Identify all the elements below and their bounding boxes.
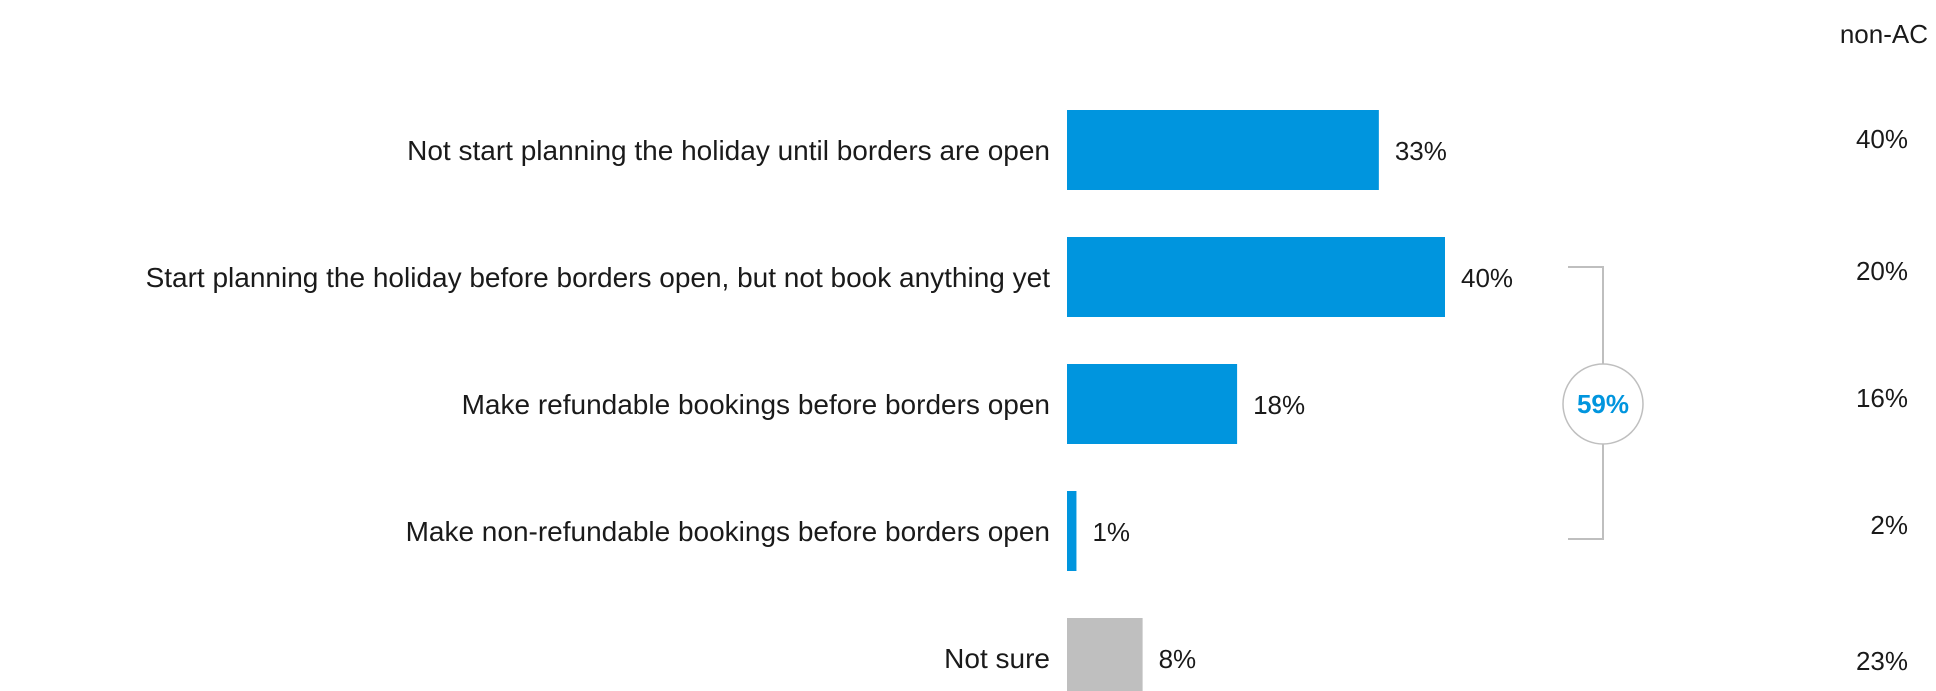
bar bbox=[1067, 110, 1379, 190]
bar bbox=[1067, 364, 1238, 444]
comparison-value: 2% bbox=[1870, 510, 1908, 540]
comparison-value: 23% bbox=[1856, 646, 1908, 676]
bar bbox=[1067, 618, 1143, 691]
bracket-line-top bbox=[1568, 266, 1604, 364]
total-label: 59% bbox=[1577, 389, 1629, 419]
value-label: 1% bbox=[1092, 517, 1130, 547]
comparison-value: 16% bbox=[1856, 383, 1908, 413]
value-label: 18% bbox=[1253, 390, 1305, 420]
comparison-value: 20% bbox=[1856, 256, 1908, 286]
category-label: Not start planning the holiday until bor… bbox=[407, 135, 1050, 166]
bar bbox=[1067, 491, 1077, 571]
bracket-line-bottom bbox=[1568, 444, 1604, 540]
category-label: Make refundable bookings before borders … bbox=[462, 389, 1050, 420]
comparison-value: 40% bbox=[1856, 124, 1908, 154]
bar bbox=[1067, 237, 1445, 317]
category-label: Make non-refundable bookings before bord… bbox=[406, 516, 1050, 547]
category-label: Not sure bbox=[944, 643, 1050, 674]
value-label: 8% bbox=[1159, 644, 1197, 674]
comparison-header: non-AC bbox=[1840, 19, 1928, 49]
category-label: Start planning the holiday before border… bbox=[146, 262, 1051, 293]
total-circle bbox=[1562, 363, 1644, 445]
value-label: 40% bbox=[1461, 263, 1513, 293]
value-label: 33% bbox=[1395, 136, 1447, 166]
